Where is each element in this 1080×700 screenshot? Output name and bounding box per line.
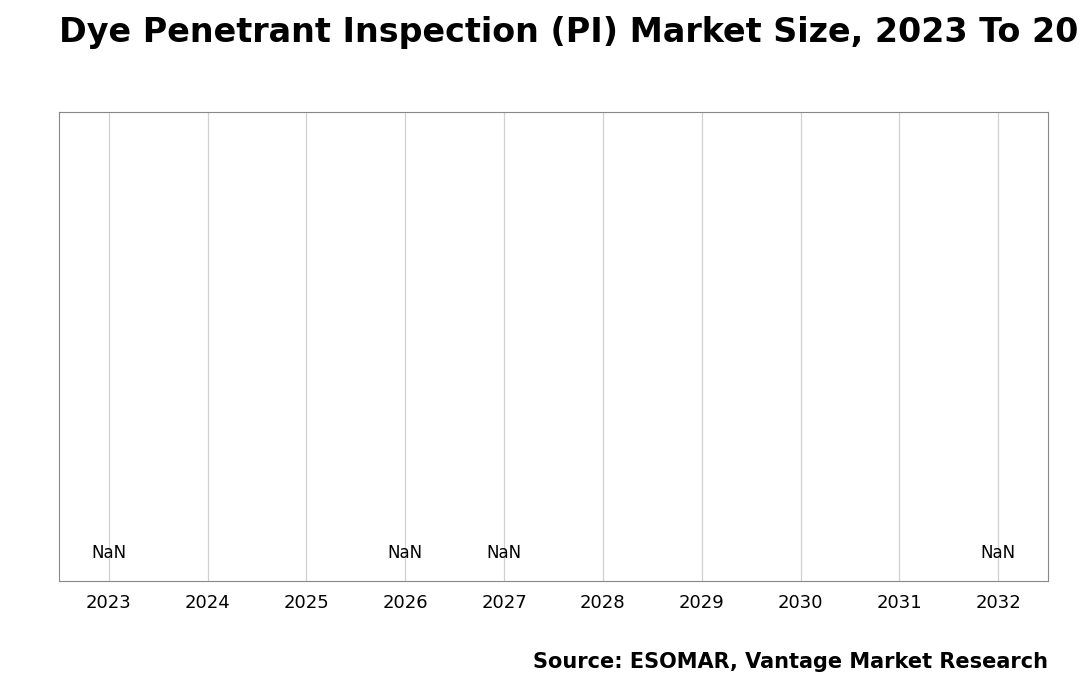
Text: NaN: NaN [981, 544, 1016, 562]
Text: NaN: NaN [388, 544, 423, 562]
Text: Dye Penetrant Inspection (PI) Market Size, 2023 To 2032 (USD Million): Dye Penetrant Inspection (PI) Market Siz… [59, 16, 1080, 49]
Text: NaN: NaN [91, 544, 126, 562]
Text: NaN: NaN [486, 544, 522, 562]
Text: Source: ESOMAR, Vantage Market Research: Source: ESOMAR, Vantage Market Research [532, 652, 1048, 672]
